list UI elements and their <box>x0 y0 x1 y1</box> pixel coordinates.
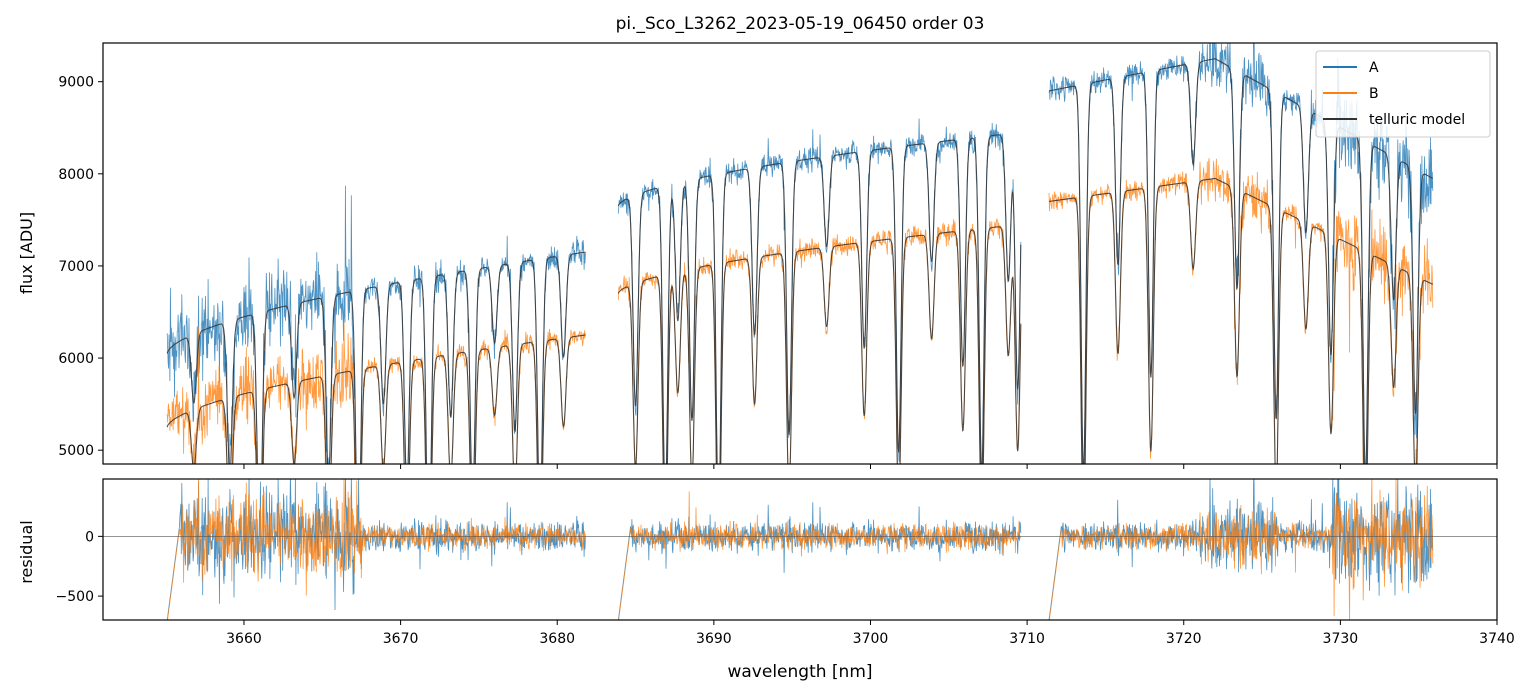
flux-y-tick-label-6000: 6000 <box>58 351 94 367</box>
model-line-b-seg-0 <box>166 334 586 464</box>
x-tick-label-3740: 3740 <box>1479 631 1515 647</box>
x-tick-label-3710: 3710 <box>1009 631 1045 647</box>
residual-ylabel: residual <box>17 520 36 583</box>
legend-model-label: telluric model <box>1369 112 1465 128</box>
x-tick-label-3680: 3680 <box>539 631 575 647</box>
residual-y-tick-label--500: −500 <box>56 589 94 605</box>
x-tick-label-3720: 3720 <box>1166 631 1202 647</box>
legend-box <box>1315 50 1491 138</box>
flux-line-b-seg-0 <box>166 322 586 464</box>
residual-line-b-seg-1 <box>618 491 1022 620</box>
legend: A B telluric model <box>1315 50 1491 138</box>
residual-line-b-seg-2 <box>1048 479 1434 620</box>
flux-y-tick-label-5000: 5000 <box>58 443 94 459</box>
residual-series-layer <box>103 479 1497 620</box>
flux-line-b-seg-2 <box>1048 158 1434 464</box>
residual-line-b-seg-0 <box>167 479 586 620</box>
flux-panel-frame <box>102 42 1498 465</box>
flux-y-tick-label-7000: 7000 <box>58 259 94 275</box>
residual-axis-ticks: 3660 3670 3680 3690 3700 3710 3720 3730 3740 −500… <box>56 529 1515 647</box>
model-line-b-seg-1 <box>617 226 1022 464</box>
flux-axis-ticks: 5000 6000 7000 8000 9000 <box>58 75 1498 469</box>
residual-panel: 3660 3670 3680 3690 3700 3710 3720 3730 3740 −500… <box>17 478 1515 647</box>
model-line-a-seg-1 <box>617 134 1022 464</box>
legend-b-label: B <box>1369 86 1379 102</box>
x-tick-label-3670: 3670 <box>383 631 419 647</box>
x-tick-label-3730: 3730 <box>1323 631 1359 647</box>
flux-y-tick-label-9000: 9000 <box>58 75 94 91</box>
residual-panel-frame <box>102 478 1498 621</box>
residual-line-a-seg-1 <box>617 502 1022 620</box>
x-tick-label-3690: 3690 <box>696 631 732 647</box>
flux-series-layer <box>166 43 1434 464</box>
model-line-b-seg-2 <box>1048 177 1434 464</box>
model-line-a-seg-0 <box>166 251 586 464</box>
legend-a-label: A <box>1369 60 1379 76</box>
x-tick-label-3660: 3660 <box>226 631 262 647</box>
model-line-a-seg-2 <box>1048 58 1434 464</box>
chart-title: pi._Sco_L3262_2023-05-19_06450 order 03 <box>616 14 985 34</box>
flux-panel: 5000 6000 7000 8000 9000 flux [ADU] A B tell… <box>17 42 1498 469</box>
flux-ylabel: flux [ADU] <box>17 212 36 294</box>
residual-y-tick-label-0: 0 <box>85 529 94 545</box>
x-axis-label: wavelength [nm] <box>727 662 872 682</box>
flux-y-tick-label-8000: 8000 <box>58 167 94 183</box>
x-tick-label-3700: 3700 <box>853 631 889 647</box>
